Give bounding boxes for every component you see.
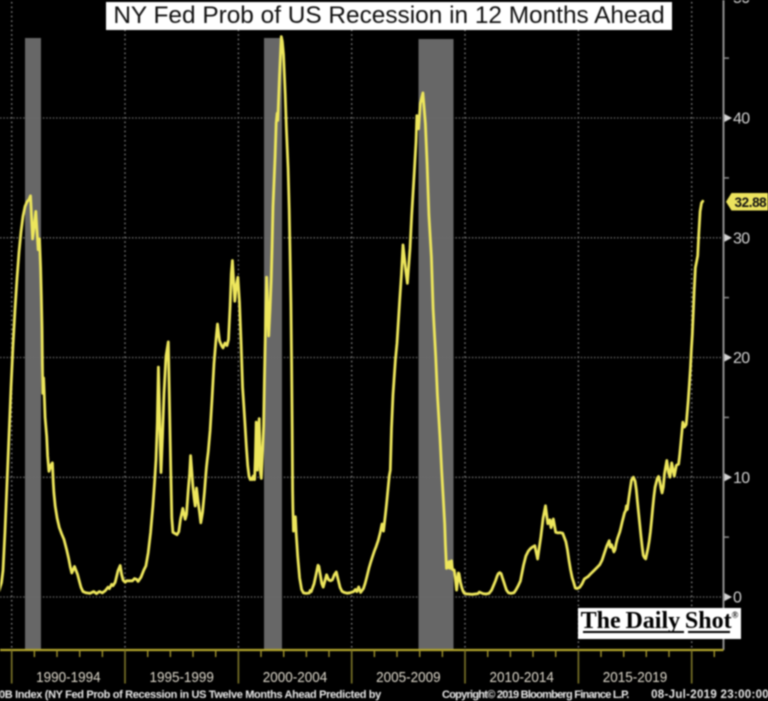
svg-text:2015-2019: 2015-2019 [603,669,668,686]
svg-text:1995-1999: 1995-1999 [149,669,214,686]
svg-text:1990-1994: 1990-1994 [36,669,101,686]
svg-text:50: 50 [733,0,750,7]
svg-text:40: 40 [733,111,750,128]
svg-text:30: 30 [733,230,750,247]
svg-text:0: 0 [733,590,742,607]
svg-text:08-Jul-2019 23:00:00: 08-Jul-2019 23:00:00 [651,689,768,701]
svg-text:10: 10 [733,470,750,487]
svg-text:2005-2009: 2005-2009 [376,669,441,686]
svg-text:2010-2014: 2010-2014 [489,669,554,686]
svg-text:32.88: 32.88 [735,195,768,210]
svg-text:2000-2004: 2000-2004 [263,669,328,686]
svg-text:Copyright© 2019 Bloomberg Fina: Copyright© 2019 Bloomberg Finance L.P. [442,689,629,701]
svg-text:20: 20 [733,350,750,367]
svg-text:0B Index (NY Fed Prob of Reces: 0B Index (NY Fed Prob of Recession in US… [0,689,382,701]
